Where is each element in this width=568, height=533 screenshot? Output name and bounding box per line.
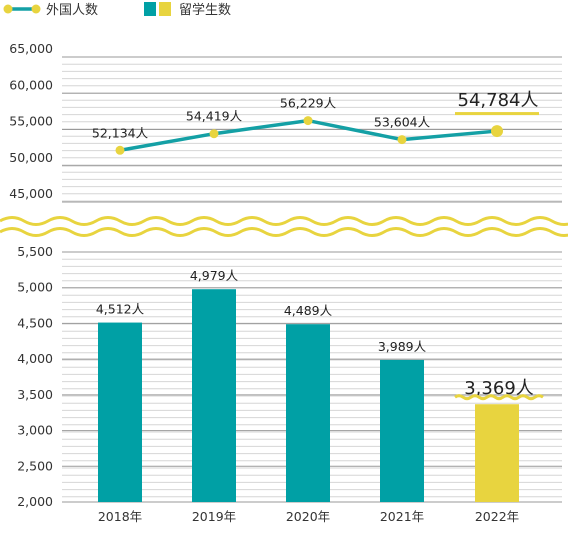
y-tick-label-bottom: 5,000 xyxy=(17,280,53,295)
axis-break-wave-lower xyxy=(0,227,568,237)
bar-2018年 xyxy=(98,322,142,502)
legend-swatch-teal xyxy=(144,2,156,16)
legend-dot-right xyxy=(31,4,41,14)
y-tick-label-top: 55,000 xyxy=(9,114,53,129)
y-tick-label-bottom: 4,000 xyxy=(17,351,53,366)
y-tick-label-bottom: 2,000 xyxy=(17,494,53,509)
legend-label-foreigners: 外国人数 xyxy=(46,3,98,18)
line-point-2021年 xyxy=(397,135,407,145)
line-point-2022年 xyxy=(491,125,503,138)
bar-2020年 xyxy=(286,324,330,502)
x-tick-label: 2018年 xyxy=(98,509,142,524)
y-tick-label-top: 65,000 xyxy=(9,41,53,56)
y-tick-label-bottom: 2,500 xyxy=(17,458,53,473)
bar-2022年 xyxy=(475,404,519,502)
y-tick-label-top: 50,000 xyxy=(9,150,53,165)
axis-break-wave-upper xyxy=(0,216,568,226)
line-value-label-highlight: 54,784人 xyxy=(458,90,539,111)
bar-value-label: 3,989人 xyxy=(378,339,427,354)
x-tick-label: 2021年 xyxy=(380,509,424,524)
bar-2019年 xyxy=(192,289,236,502)
line-value-label: 54,419人 xyxy=(186,109,243,124)
y-tick-label-bottom: 3,000 xyxy=(17,423,53,438)
bar-value-label: 4,979人 xyxy=(190,268,239,283)
y-tick-label-bottom: 3,500 xyxy=(17,387,53,402)
bar-value-label: 4,489人 xyxy=(284,303,333,318)
line-value-label: 53,604人 xyxy=(374,115,431,130)
y-tick-label-bottom: 4,500 xyxy=(17,315,53,330)
legend-label-students: 留学生数 xyxy=(179,2,231,18)
y-tick-label-top: 45,000 xyxy=(9,186,53,201)
bar-value-label-highlight: 3,369人 xyxy=(464,378,534,399)
line-point-2019年 xyxy=(209,129,219,139)
line-value-label: 52,134人 xyxy=(92,125,149,140)
bar-value-label: 4,512人 xyxy=(96,302,145,317)
x-tick-label: 2020年 xyxy=(286,509,330,524)
x-tick-label: 2022年 xyxy=(475,509,519,524)
y-tick-label-bottom: 5,500 xyxy=(17,244,53,259)
bar-2021年 xyxy=(380,359,424,502)
line-point-2018年 xyxy=(115,145,125,155)
legend-dot-left xyxy=(3,4,13,14)
y-tick-label-top: 60,000 xyxy=(9,77,53,92)
bar-highlight-underline xyxy=(454,394,544,401)
x-tick-label: 2019年 xyxy=(192,509,236,524)
line-value-label: 56,229人 xyxy=(280,96,337,111)
line-highlight-underline xyxy=(455,112,539,116)
legend-swatch-yellow xyxy=(159,2,171,16)
line-point-2020年 xyxy=(303,116,313,126)
